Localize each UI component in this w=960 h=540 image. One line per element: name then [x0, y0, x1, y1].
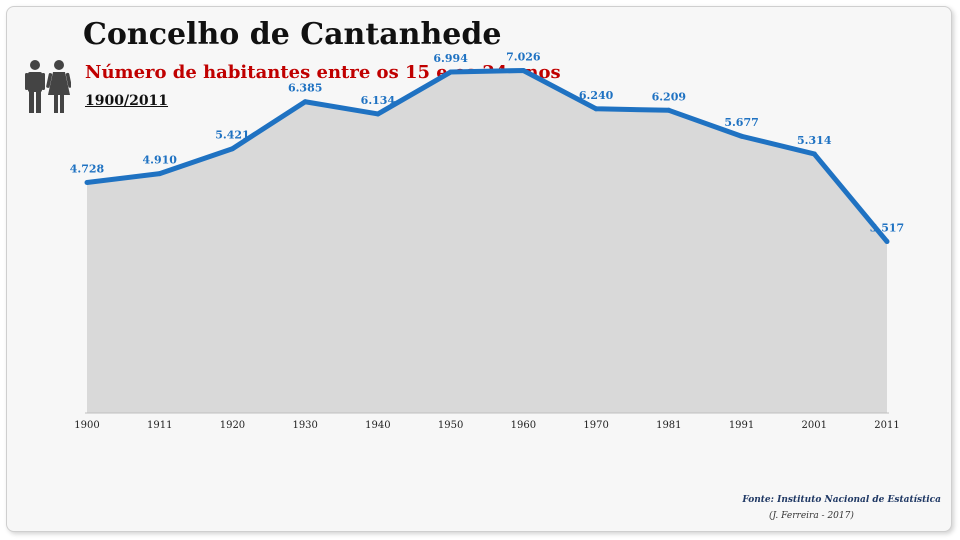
area-fill — [87, 70, 887, 414]
x-tick-label: 1970 — [583, 420, 608, 431]
x-tick-label: 1991 — [729, 420, 754, 431]
series-line — [86, 67, 889, 244]
area-chart: 4.728 4.910 5.421 6.385 6.134 6.994 7.026 6.240… — [70, 50, 904, 431]
data-label: 6.209 — [652, 90, 686, 103]
data-point — [811, 151, 817, 157]
data-label: 6.994 — [433, 52, 468, 65]
x-tick-label: 1981 — [656, 420, 681, 431]
x-tick-label: 1940 — [365, 420, 390, 431]
data-point — [593, 106, 599, 112]
x-tick-label: 2011 — [874, 420, 899, 431]
period-label: 1900/2011 — [85, 93, 169, 109]
data-point — [157, 171, 163, 177]
people-icon — [25, 60, 71, 113]
x-tick-label: 1911 — [147, 420, 172, 431]
data-point — [84, 180, 90, 186]
x-tick-label: 1900 — [74, 420, 99, 431]
data-point — [229, 146, 235, 152]
data-point — [739, 133, 745, 139]
data-point — [884, 239, 890, 245]
data-label: 5.421 — [215, 129, 249, 142]
x-tick-label: 1960 — [511, 420, 536, 431]
data-label: 5.677 — [724, 116, 758, 129]
data-point — [666, 107, 672, 113]
data-label: 6.240 — [579, 89, 614, 102]
x-tick-label: 2001 — [802, 420, 827, 431]
data-label: 7.026 — [506, 50, 541, 63]
x-tick-label: 1930 — [292, 420, 317, 431]
chart-card: Concelho de Cantanhede Número de habitan… — [6, 6, 952, 532]
page-title: Concelho de Cantanhede — [83, 17, 502, 52]
data-point — [375, 111, 381, 117]
data-label: 6.385 — [288, 82, 322, 95]
data-label: 5.314 — [797, 134, 832, 147]
data-label: 4.910 — [143, 154, 178, 167]
x-tick-label: 1950 — [438, 420, 463, 431]
credit-note: (J. Ferreira - 2017) — [769, 511, 854, 521]
data-label: 3.517 — [870, 222, 904, 235]
source-note: Fonte: Instituto Nacional de Estatística — [742, 495, 941, 505]
data-label: 4.728 — [70, 163, 105, 176]
data-point — [302, 99, 308, 105]
x-tick-label: 1920 — [220, 420, 245, 431]
data-point — [520, 67, 526, 73]
data-point — [448, 69, 454, 75]
data-label: 6.134 — [361, 94, 396, 107]
